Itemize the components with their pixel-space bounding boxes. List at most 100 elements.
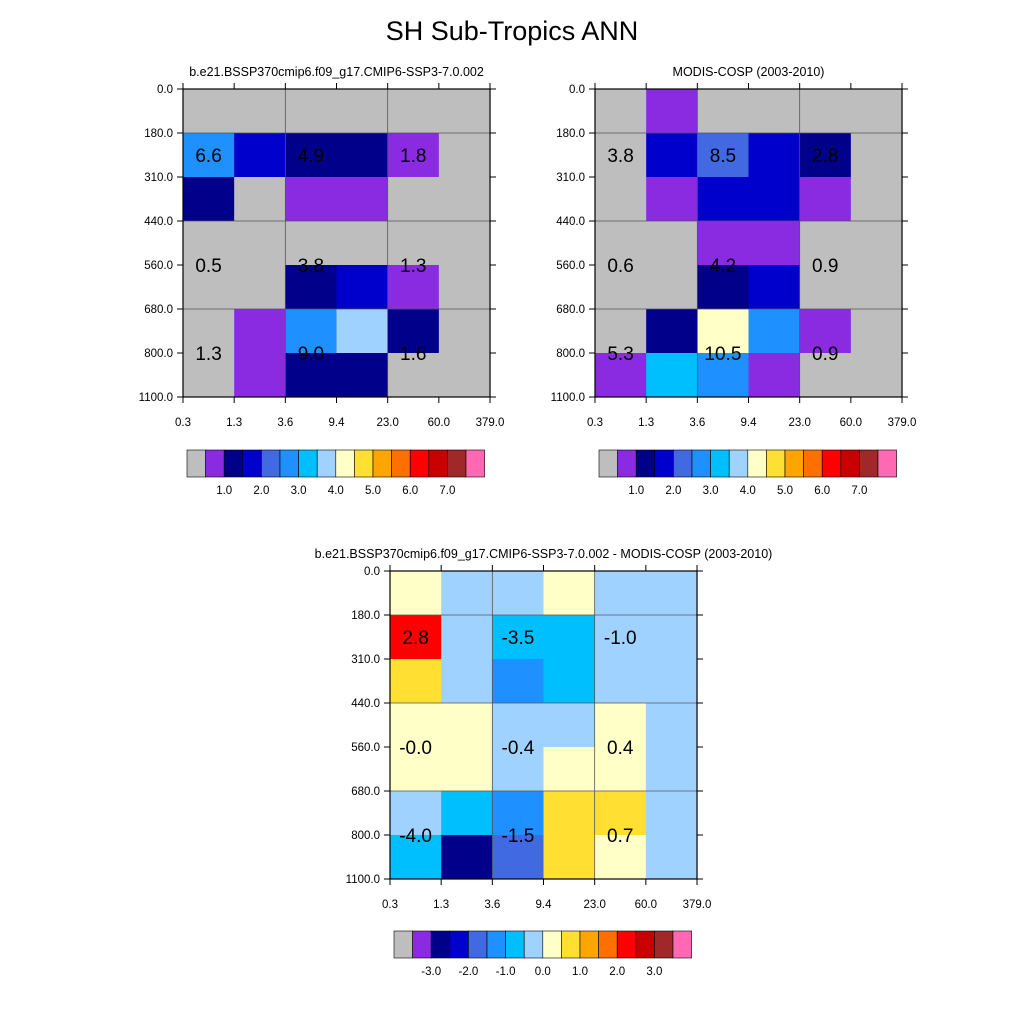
heatmap-cell: [645, 835, 698, 880]
heatmap-cell: [850, 133, 903, 178]
value-label: 4.9: [298, 146, 324, 167]
y-tick-label: 440.0: [351, 698, 380, 710]
heatmap-cell: [387, 265, 440, 310]
y-tick-label: 560.0: [351, 742, 380, 754]
x-tick-label: 0.3: [587, 417, 603, 429]
colorbar-swatch: [654, 449, 674, 478]
colorbar-swatch: [223, 449, 244, 478]
heatmap-cell: [543, 703, 596, 748]
heatmap-cell: [285, 353, 338, 398]
heatmap-cell: [594, 791, 647, 836]
colorbar-swatch: [616, 930, 637, 959]
colorbar-swatch: [803, 449, 823, 478]
heatmap-cell: [285, 133, 338, 178]
value-label: 3.8: [298, 256, 324, 277]
colorbar-swatch: [335, 449, 355, 478]
colorbar-label: -2.0: [458, 966, 478, 978]
heatmap-cell: [748, 353, 801, 398]
x-tick-label: 379.0: [888, 417, 917, 429]
heatmap-cell: [646, 133, 698, 178]
colorbar-label: 4.0: [740, 485, 756, 497]
x-tick-label: 9.4: [741, 417, 758, 429]
heatmap-cell: [595, 177, 647, 222]
colorbar-swatch: [447, 449, 467, 478]
heatmap-cell: [697, 133, 750, 178]
colorbar-swatch: [672, 930, 692, 959]
colorbar-label: 2.0: [253, 485, 269, 497]
colorbar-swatch: [598, 930, 618, 959]
x-tick-label: 1.3: [226, 417, 242, 429]
heatmap-cell: [183, 177, 235, 222]
y-tick-label: 180.0: [144, 128, 173, 140]
heatmap-cell: [390, 703, 442, 748]
value-label: 0.5: [195, 256, 221, 277]
heatmap-cell: [595, 221, 647, 266]
x-tick-label: 3.6: [484, 899, 500, 911]
colorbar-label: 7.0: [851, 485, 867, 497]
heatmap-cell: [387, 353, 440, 398]
y-tick-label: 1100.0: [551, 392, 585, 404]
heatmap-cell: [183, 133, 235, 178]
heatmap-cell: [441, 571, 493, 616]
value-label: 1.3: [195, 344, 221, 365]
heatmap-cell: [234, 353, 286, 398]
value-label: 1.8: [400, 146, 426, 167]
heatmap-cell: [285, 265, 338, 310]
heatmap-cell: [336, 221, 389, 266]
colorbar-swatch: [617, 449, 637, 478]
heatmap-cell: [594, 747, 647, 792]
heatmap-cell: [234, 89, 286, 134]
heatmap-cell: [441, 747, 493, 792]
colorbar-swatch: [747, 449, 767, 478]
heatmap-cell: [799, 177, 852, 222]
heatmap-cell: [595, 353, 647, 398]
heatmap-cell: [748, 89, 801, 134]
colorbar-swatch: [412, 930, 432, 959]
heatmap-cell: [646, 265, 698, 310]
heatmap-cell: [438, 265, 491, 310]
value-label: 2.8: [402, 628, 428, 649]
heatmap-cell: [594, 571, 647, 616]
value-label: 5.3: [607, 344, 633, 365]
heatmap-cell: [799, 265, 852, 310]
value-label: -0.4: [502, 738, 535, 759]
colorbar-swatch: [186, 449, 206, 478]
heatmap-cell: [492, 703, 545, 748]
x-tick-label: 1.3: [433, 899, 449, 911]
value-label: 1.3: [400, 256, 426, 277]
heatmap-cell: [543, 615, 596, 660]
y-tick-label: 310.0: [144, 172, 173, 184]
x-tick-label: 379.0: [683, 899, 712, 911]
colorbar-swatch: [242, 449, 262, 478]
value-label: 4.2: [710, 256, 736, 277]
heatmap-cell: [645, 571, 698, 616]
x-tick-label: 3.6: [277, 417, 293, 429]
heatmap-cell: [285, 309, 338, 354]
y-tick-label: 560.0: [556, 260, 585, 272]
x-tick-label: 1.3: [638, 417, 654, 429]
x-tick-label: 0.3: [382, 899, 398, 911]
colorbar-swatch: [279, 449, 299, 478]
y-tick-label: 440.0: [144, 216, 173, 228]
x-tick-label: 60.0: [635, 899, 657, 911]
heatmap-cell: [697, 177, 750, 222]
value-label: 10.5: [704, 344, 741, 365]
heatmap-cell: [543, 571, 596, 616]
colorbar-swatch: [298, 449, 318, 478]
colorbar-swatch: [316, 449, 337, 478]
value-label: 8.5: [710, 146, 736, 167]
heatmap-cell: [234, 133, 286, 178]
heatmap-cell: [850, 353, 903, 398]
panel-title: b.e21.BSSP370cmip6.f09_g17.CMIP6-SSP3-7.…: [315, 547, 773, 561]
heatmap-cell: [336, 309, 389, 354]
colorbar-swatch: [691, 449, 711, 478]
heatmap-cell: [438, 309, 491, 354]
colorbar-swatch: [598, 449, 618, 478]
y-tick-label: 440.0: [556, 216, 585, 228]
heatmap-cell: [697, 89, 750, 134]
heatmap-cell: [646, 177, 698, 222]
colorbar-swatch: [542, 930, 562, 959]
y-tick-label: 800.0: [144, 348, 173, 360]
colorbar-label: 5.0: [777, 485, 793, 497]
page-title: SH Sub-Tropics ANN: [385, 16, 639, 46]
